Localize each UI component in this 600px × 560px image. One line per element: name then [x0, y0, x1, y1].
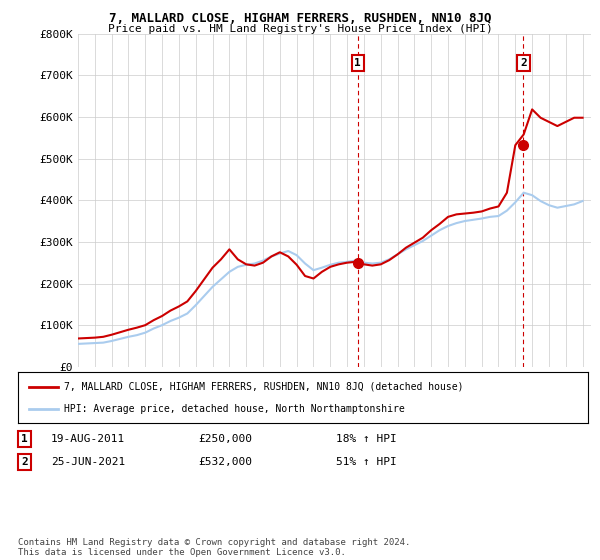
Text: 51% ↑ HPI: 51% ↑ HPI — [336, 457, 397, 467]
Text: 2: 2 — [21, 457, 28, 467]
Text: 7, MALLARD CLOSE, HIGHAM FERRERS, RUSHDEN, NN10 8JQ (detached house): 7, MALLARD CLOSE, HIGHAM FERRERS, RUSHDE… — [64, 381, 463, 391]
Text: £532,000: £532,000 — [198, 457, 252, 467]
Text: 19-AUG-2011: 19-AUG-2011 — [51, 434, 125, 444]
Text: 1: 1 — [21, 434, 28, 444]
Text: 1: 1 — [355, 58, 361, 68]
Text: 25-JUN-2021: 25-JUN-2021 — [51, 457, 125, 467]
Text: £250,000: £250,000 — [198, 434, 252, 444]
Text: 7, MALLARD CLOSE, HIGHAM FERRERS, RUSHDEN, NN10 8JQ: 7, MALLARD CLOSE, HIGHAM FERRERS, RUSHDE… — [109, 12, 491, 25]
Text: 2: 2 — [520, 58, 527, 68]
Text: HPI: Average price, detached house, North Northamptonshire: HPI: Average price, detached house, Nort… — [64, 404, 404, 414]
Text: Price paid vs. HM Land Registry's House Price Index (HPI): Price paid vs. HM Land Registry's House … — [107, 24, 493, 34]
Text: Contains HM Land Registry data © Crown copyright and database right 2024.
This d: Contains HM Land Registry data © Crown c… — [18, 538, 410, 557]
Text: 18% ↑ HPI: 18% ↑ HPI — [336, 434, 397, 444]
